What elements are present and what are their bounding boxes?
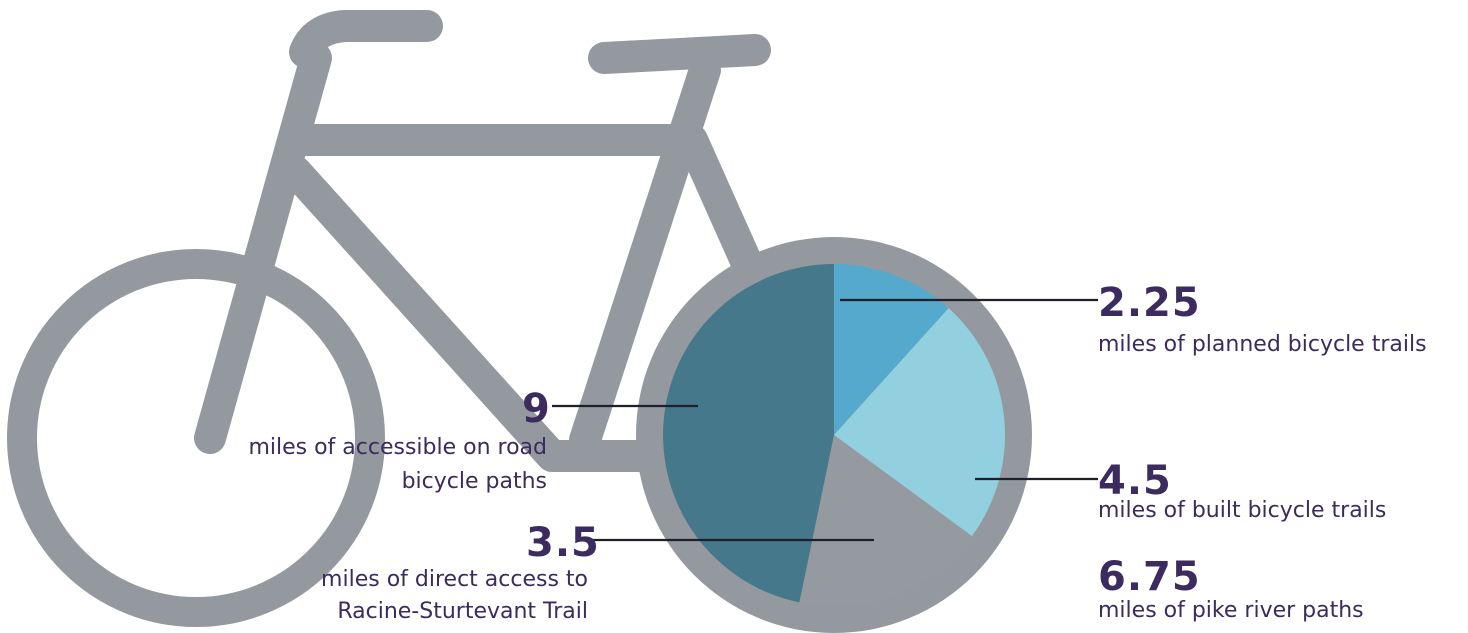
- label-on-road-paths-line2: bicycle paths: [401, 469, 547, 494]
- label-direct-access-line1: miles of direct access to: [321, 567, 588, 592]
- label-built-trails: miles of built bicycle trails: [1098, 498, 1387, 523]
- label-planned-trails: miles of planned bicycle trails: [1098, 332, 1427, 357]
- frame-fork-brace: [676, 124, 766, 286]
- frame-rear-stay: [194, 42, 332, 454]
- label-pike-river-paths: miles of pike river paths: [1098, 598, 1364, 623]
- pie-slice-2: [799, 435, 972, 606]
- frame-down-tube: [280, 156, 662, 472]
- label-on-road-paths-line1: miles of accessible on road: [248, 435, 547, 460]
- pie-slice-1: [834, 308, 1005, 537]
- bicycle-icon: [7, 10, 771, 627]
- rear-wheel-icon: [7, 249, 385, 627]
- value-4-5: 4.5: [1098, 458, 1172, 504]
- value-3-5: 3.5: [526, 520, 600, 566]
- leader-lines: [552, 298, 1098, 542]
- value-6-75: 6.75: [1098, 554, 1201, 600]
- pie-chart: [663, 264, 1005, 606]
- pie-slice-0: [834, 264, 949, 435]
- value-2-25: 2.25: [1098, 280, 1201, 326]
- value-9: 9: [522, 386, 551, 432]
- label-direct-access-line2: Racine-Sturtevant Trail: [337, 599, 588, 624]
- pie-slice-3: [663, 264, 834, 603]
- handlebar-icon: [588, 34, 771, 74]
